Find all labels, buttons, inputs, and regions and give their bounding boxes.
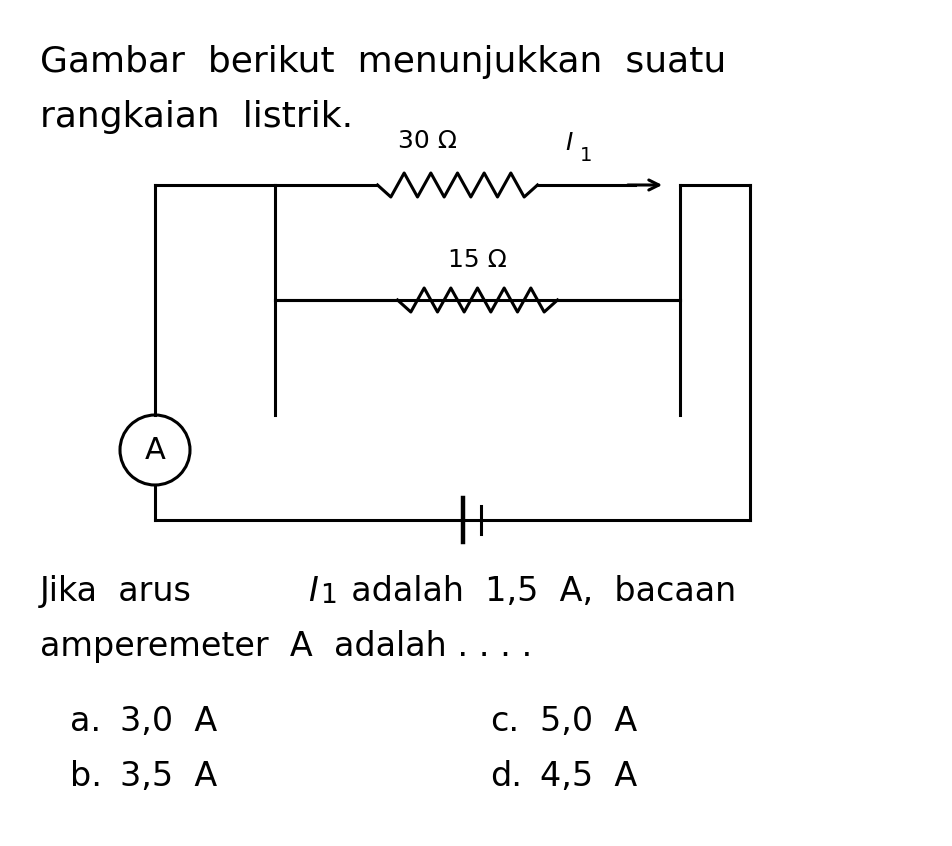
Text: adalah  1,5  A,  bacaan: adalah 1,5 A, bacaan: [329, 575, 736, 608]
Text: 15 Ω: 15 Ω: [447, 248, 506, 272]
Circle shape: [120, 415, 189, 485]
Text: 3,0  A: 3,0 A: [120, 705, 217, 738]
Text: I: I: [565, 131, 572, 155]
Text: Gambar  berikut  menunjukkan  suatu: Gambar berikut menunjukkan suatu: [40, 45, 725, 79]
Text: I: I: [307, 575, 318, 608]
Text: d.: d.: [489, 760, 522, 793]
Text: amperemeter  A  adalah . . . .: amperemeter A adalah . . . .: [40, 630, 531, 663]
Text: 4,5  A: 4,5 A: [540, 760, 637, 793]
Text: 30 Ω: 30 Ω: [398, 129, 457, 153]
Text: Jika  arus: Jika arus: [40, 575, 213, 608]
Text: b.: b.: [69, 760, 102, 793]
Text: 1: 1: [320, 583, 336, 609]
Text: a.: a.: [69, 705, 101, 738]
Text: c.: c.: [489, 705, 519, 738]
Text: 5,0  A: 5,0 A: [540, 705, 637, 738]
Text: 1: 1: [579, 146, 591, 165]
Text: A: A: [145, 436, 166, 464]
Text: 3,5  A: 3,5 A: [120, 760, 217, 793]
Text: rangkaian  listrik.: rangkaian listrik.: [40, 100, 353, 134]
